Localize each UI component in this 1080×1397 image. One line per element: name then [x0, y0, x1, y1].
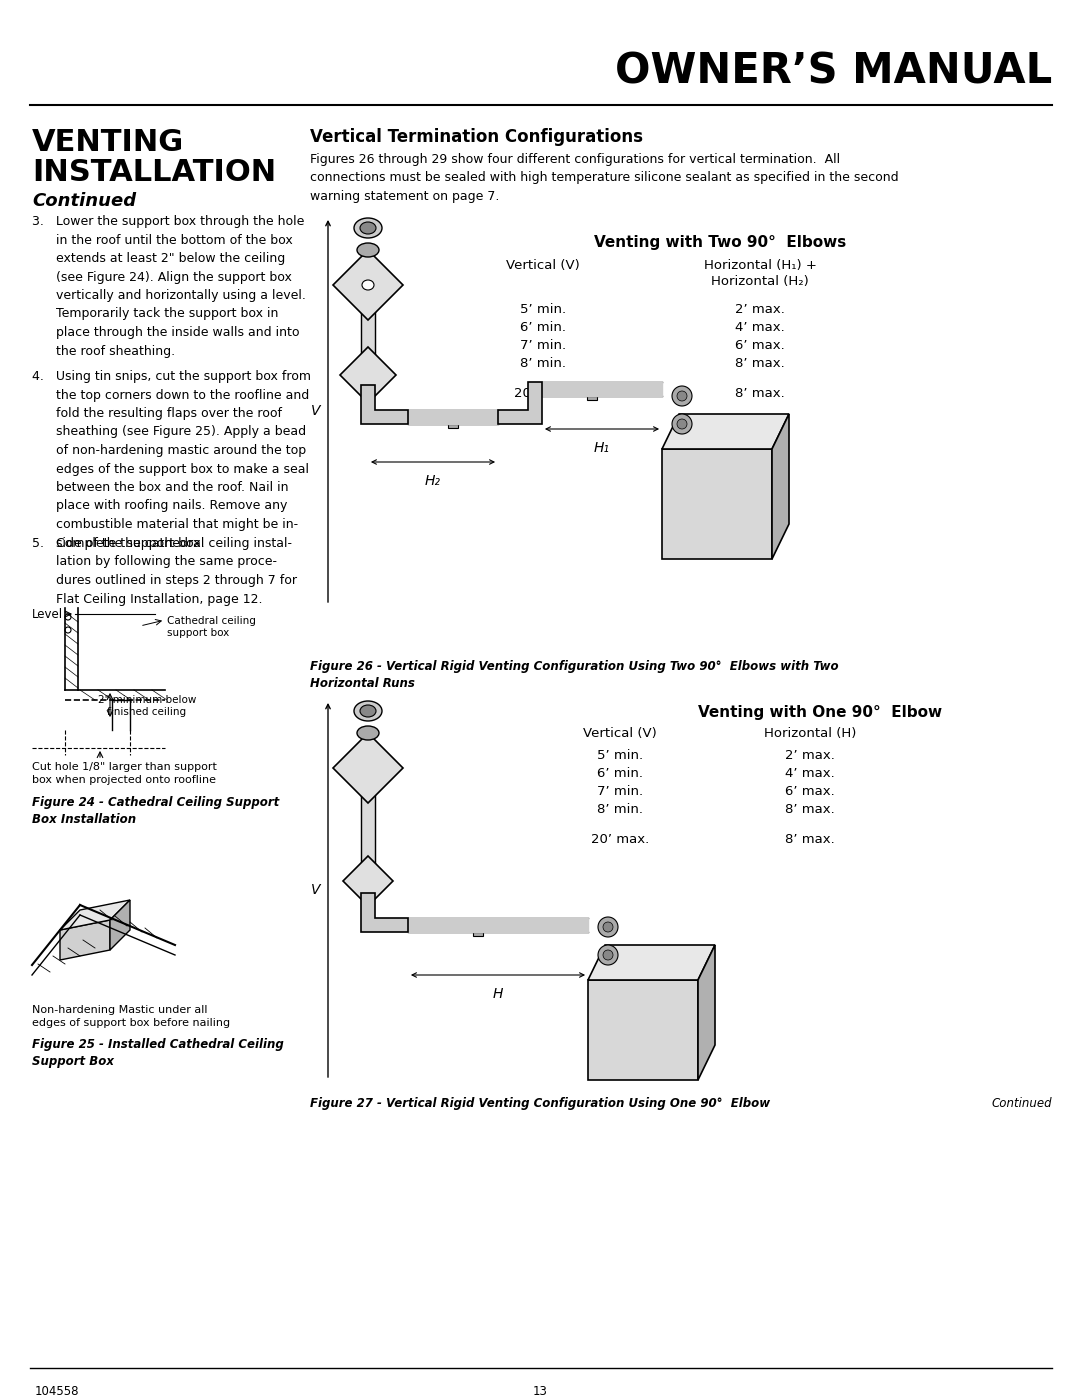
Text: Vertical (V): Vertical (V) [583, 726, 657, 740]
Text: 5’ min.: 5’ min. [519, 303, 566, 316]
Text: Figure 24 - Cathedral Ceiling Support
Box Installation: Figure 24 - Cathedral Ceiling Support Bo… [32, 796, 280, 826]
Text: 4’ max.: 4’ max. [735, 321, 785, 334]
Text: 6’ max.: 6’ max. [735, 339, 785, 352]
Text: 8’ min.: 8’ min. [597, 803, 643, 816]
Polygon shape [772, 414, 789, 559]
Text: OWNER’S MANUAL: OWNER’S MANUAL [615, 52, 1052, 94]
Text: 13: 13 [532, 1384, 548, 1397]
Text: Venting with Two 90°  Elbows: Venting with Two 90° Elbows [594, 235, 846, 250]
Text: V: V [311, 404, 320, 418]
Text: 20’ max.: 20’ max. [514, 387, 572, 400]
Text: V: V [311, 883, 320, 897]
Bar [448, 420, 458, 427]
Text: Continued: Continued [991, 1097, 1052, 1111]
Circle shape [598, 944, 618, 965]
Text: 6’ min.: 6’ min. [597, 767, 643, 780]
Text: 2" minimum below
finished ceiling: 2" minimum below finished ceiling [98, 694, 197, 717]
Text: 8’ max.: 8’ max. [735, 358, 785, 370]
Text: Horizontal (H₂): Horizontal (H₂) [711, 275, 809, 288]
Polygon shape [60, 900, 130, 930]
Text: 4.   Using tin snips, cut the support box from
      the top corners down to the: 4. Using tin snips, cut the support box … [32, 370, 311, 549]
Polygon shape [60, 921, 110, 960]
Polygon shape [408, 409, 498, 425]
Text: Horizontal (H₁) +: Horizontal (H₁) + [703, 258, 816, 272]
Circle shape [677, 419, 687, 429]
Text: INSTALLATION: INSTALLATION [32, 158, 276, 187]
Text: Figure 27 - Vertical Rigid Venting Configuration Using One 90°  Elbow: Figure 27 - Vertical Rigid Venting Confi… [310, 1097, 770, 1111]
Text: H₂: H₂ [426, 474, 441, 488]
Text: 8’ max.: 8’ max. [785, 833, 835, 847]
Circle shape [598, 916, 618, 937]
Polygon shape [361, 305, 375, 365]
Text: Figure 25 - Installed Cathedral Ceiling
Support Box: Figure 25 - Installed Cathedral Ceiling … [32, 1038, 284, 1067]
Text: 5’ min.: 5’ min. [597, 749, 643, 761]
Text: 2’ max.: 2’ max. [785, 749, 835, 761]
Text: 2’ max.: 2’ max. [735, 303, 785, 316]
Ellipse shape [362, 279, 374, 291]
Text: 8’ max.: 8’ max. [735, 387, 785, 400]
Polygon shape [698, 944, 715, 1080]
Text: Vertical (V): Vertical (V) [507, 258, 580, 272]
Text: Horizontal (H): Horizontal (H) [764, 726, 856, 740]
Text: Cut hole 1/8" larger than support
box when projected onto roofline: Cut hole 1/8" larger than support box wh… [32, 761, 217, 785]
Text: Venting with One 90°  Elbow: Venting with One 90° Elbow [698, 705, 942, 719]
Circle shape [672, 386, 692, 407]
Circle shape [603, 950, 613, 960]
Polygon shape [361, 893, 408, 932]
Text: 6’ max.: 6’ max. [785, 785, 835, 798]
Text: Level: Level [32, 608, 63, 620]
Polygon shape [542, 381, 662, 395]
Bar [588, 393, 597, 400]
Text: H₁: H₁ [594, 441, 610, 455]
Text: Figure 26 - Vertical Rigid Venting Configuration Using Two 90°  Elbows with Two
: Figure 26 - Vertical Rigid Venting Confi… [310, 659, 839, 690]
Bar [473, 928, 483, 936]
Text: 4’ max.: 4’ max. [785, 767, 835, 780]
Text: Non-hardening Mastic under all
edges of support box before nailing: Non-hardening Mastic under all edges of … [32, 1004, 230, 1028]
Polygon shape [361, 788, 375, 868]
Polygon shape [361, 386, 408, 425]
Text: 5.   Complete the cathedral ceiling instal-
      lation by following the same p: 5. Complete the cathedral ceiling instal… [32, 536, 297, 605]
Text: 6’ min.: 6’ min. [519, 321, 566, 334]
Polygon shape [333, 733, 403, 803]
Ellipse shape [354, 701, 382, 721]
Ellipse shape [354, 218, 382, 237]
Polygon shape [588, 944, 715, 981]
Polygon shape [408, 918, 588, 932]
Text: 7’ min.: 7’ min. [597, 785, 643, 798]
Circle shape [672, 414, 692, 434]
Circle shape [677, 391, 687, 401]
Text: Vertical Termination Configurations: Vertical Termination Configurations [310, 129, 643, 147]
Text: H: H [492, 988, 503, 1002]
Text: 8’ min.: 8’ min. [519, 358, 566, 370]
Ellipse shape [360, 222, 376, 235]
Ellipse shape [360, 705, 376, 717]
Text: 7’ min.: 7’ min. [519, 339, 566, 352]
Circle shape [603, 922, 613, 932]
Text: 20’ max.: 20’ max. [591, 833, 649, 847]
Polygon shape [333, 250, 403, 320]
Ellipse shape [357, 726, 379, 740]
Text: 3.   Lower the support box through the hole
      in the roof until the bottom o: 3. Lower the support box through the hol… [32, 215, 306, 358]
Polygon shape [498, 381, 542, 425]
Polygon shape [340, 346, 396, 402]
Polygon shape [343, 856, 393, 907]
Text: Cathedral ceiling
support box: Cathedral ceiling support box [167, 616, 256, 637]
Text: VENTING: VENTING [32, 129, 185, 156]
Ellipse shape [357, 243, 379, 257]
Text: Continued: Continued [32, 191, 136, 210]
Polygon shape [662, 448, 772, 559]
Text: Figures 26 through 29 show four different configurations for vertical terminatio: Figures 26 through 29 show four differen… [310, 154, 899, 203]
Polygon shape [110, 900, 130, 950]
Polygon shape [662, 414, 789, 448]
Text: 104558: 104558 [35, 1384, 80, 1397]
Text: 8’ max.: 8’ max. [785, 803, 835, 816]
Polygon shape [588, 981, 698, 1080]
